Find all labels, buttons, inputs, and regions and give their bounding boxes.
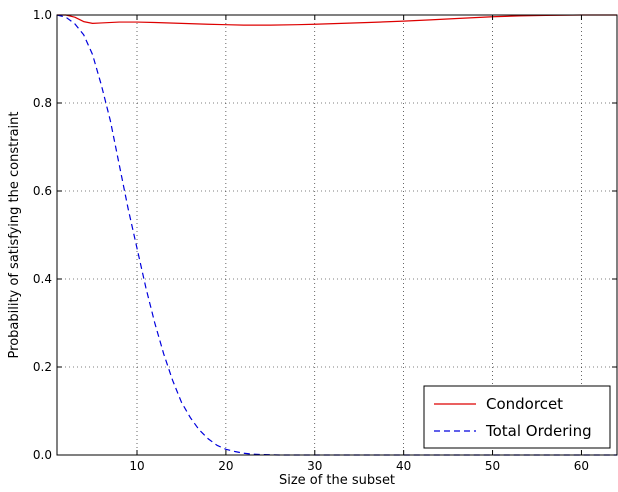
legend-box	[423, 385, 611, 449]
x-tick-label: 50	[485, 459, 500, 473]
y-axis-label: Probability of satisfying the constraint	[7, 112, 22, 359]
legend-label: Total Ordering	[485, 422, 592, 440]
y-tick-label: 0.2	[33, 360, 52, 374]
y-tick-label: 1.0	[33, 8, 52, 22]
y-tick-label: 0.8	[33, 96, 52, 110]
y-tick-label: 0.4	[33, 272, 52, 286]
legend-label: Condorcet	[486, 395, 563, 413]
plot-frame	[56, 14, 618, 456]
x-tick-label: 30	[307, 459, 322, 473]
series-line-condorcet	[57, 14, 617, 26]
x-tick-label: 20	[218, 459, 233, 473]
legend: Condorcet Total Ordering	[423, 385, 611, 449]
x-tick-label: 10	[129, 459, 144, 473]
y-tick-label: 0.0	[33, 448, 52, 462]
x-tick-label: 60	[574, 459, 589, 473]
x-axis-label: Size of the subset	[279, 473, 395, 488]
y-tick-label: 0.6	[33, 184, 52, 198]
axis-ticks: 10 20 30 40 50 60 0.0 0.2 0.4 0.6 0.8 1.0	[33, 8, 617, 473]
x-tick-label: 40	[396, 459, 411, 473]
